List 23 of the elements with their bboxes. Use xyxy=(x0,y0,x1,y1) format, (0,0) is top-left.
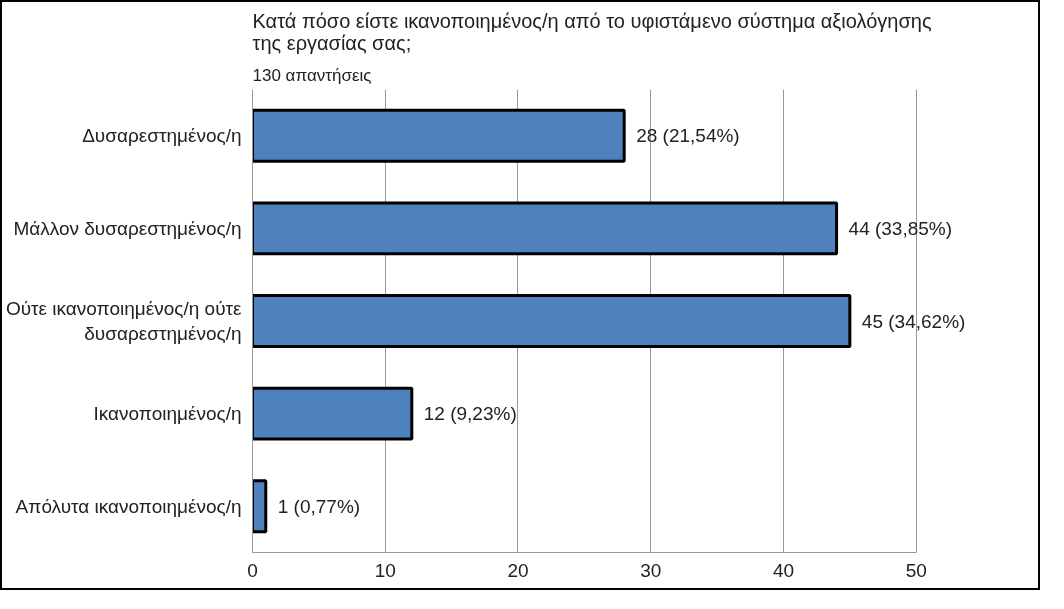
x-tick-label: 50 xyxy=(905,559,927,581)
y-tick-label: Μάλλον δυσαρεστημένος/η xyxy=(13,217,242,239)
bar xyxy=(252,479,268,534)
bar xyxy=(252,294,852,348)
data-label: 1 (0,77%) xyxy=(277,495,361,517)
x-tick-label: 40 xyxy=(772,559,795,581)
bar xyxy=(252,108,626,163)
bar xyxy=(252,386,414,441)
data-label: 45 (34,62%) xyxy=(861,310,966,332)
data-label: 44 (33,85%) xyxy=(848,217,953,239)
x-tick-label: 30 xyxy=(640,559,662,581)
y-tick-label: Δυσαρεστημένος/η xyxy=(82,125,242,147)
chart-title: Κατά πόσο είστε ικανοποιημένος/η από το υφιστάμενο σύστημα αξιολόγησης της εργασίας σας; xyxy=(252,9,932,54)
y-tick-label: Απόλυτα ικανοποιημένος/η xyxy=(15,495,242,517)
data-label: 12 (9,23%) xyxy=(423,403,517,425)
bar xyxy=(252,201,839,256)
y-tick-label: Ούτε ικανοποιημένος/η ούτε δυσαρεστημένος/η xyxy=(5,297,243,345)
chart-subtitle: 130 απαντήσεις xyxy=(252,65,372,85)
x-tick-label: 10 xyxy=(374,559,396,581)
x-tick-label: 20 xyxy=(507,559,529,581)
data-label: 28 (21,54%) xyxy=(636,125,740,147)
y-tick-label: Ικανοποιημένος/η xyxy=(93,403,242,425)
x-tick-label: 0 xyxy=(247,559,258,581)
